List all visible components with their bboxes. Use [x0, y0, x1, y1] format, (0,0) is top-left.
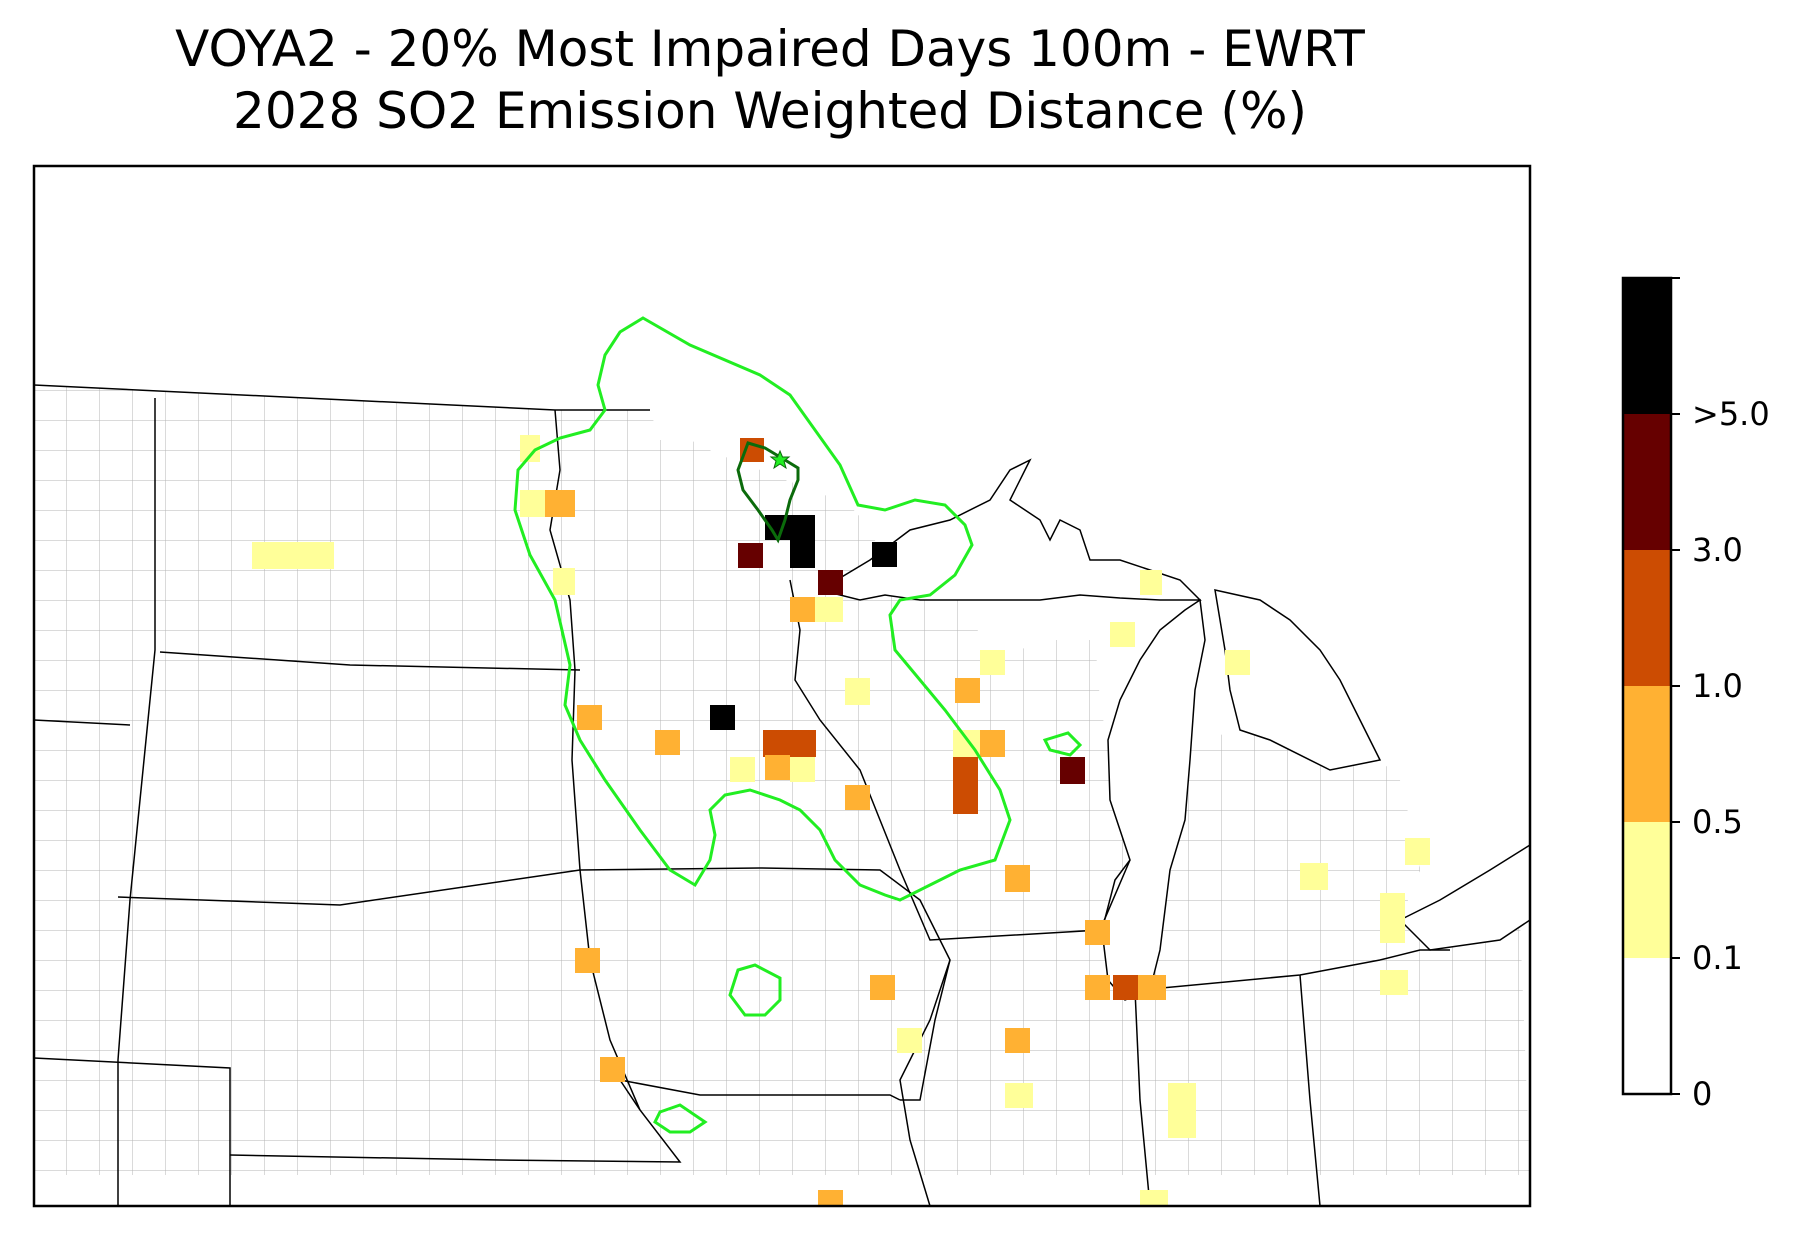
lake-michigan — [1101, 598, 1206, 1001]
contour-small-iowa — [728, 963, 782, 1017]
data-cell — [1380, 970, 1408, 995]
state-borders — [33, 384, 1450, 1207]
data-cell — [845, 678, 870, 705]
contour-small-wisconsin — [1042, 731, 1083, 757]
data-cell — [1085, 920, 1110, 945]
data-cell — [790, 757, 815, 782]
data-cell — [872, 542, 897, 567]
colorbar-segment — [1623, 686, 1671, 822]
data-cell — [815, 597, 843, 622]
data-cell — [845, 785, 870, 810]
colorbar-label: 3.0 — [1692, 531, 1743, 569]
data-cell — [818, 1190, 843, 1206]
colorbar-label: >5.0 — [1692, 395, 1770, 433]
data-cell — [1405, 838, 1430, 865]
data-cell — [818, 570, 843, 595]
colorbar-label: 1.0 — [1692, 667, 1743, 705]
data-cells — [252, 435, 1430, 1206]
data-cell — [870, 975, 895, 1000]
data-cell — [1110, 622, 1135, 647]
data-cell — [577, 705, 602, 730]
data-cell — [1085, 975, 1110, 1000]
colorbar: >5.0 3.0 1.0 0.5 0.1 0 — [1621, 276, 1770, 1113]
data-cell — [738, 543, 763, 568]
data-cell — [1005, 1028, 1030, 1053]
data-cell — [1168, 1083, 1196, 1138]
data-cell — [1113, 975, 1138, 1000]
data-cell — [252, 542, 334, 569]
data-cell — [790, 597, 815, 622]
data-cell — [600, 1057, 625, 1082]
colorbar-label: 0.1 — [1692, 939, 1743, 977]
colorbar-segment — [1623, 550, 1671, 686]
data-cell — [763, 730, 788, 757]
colorbar-segment — [1623, 958, 1671, 1094]
data-cell — [897, 1028, 922, 1053]
data-cell — [1140, 570, 1162, 595]
title-line-1: VOYA2 - 20% Most Impaired Days 100m - EW… — [175, 20, 1365, 78]
data-cell — [955, 678, 980, 703]
data-cell — [1005, 1083, 1033, 1108]
data-cell — [790, 515, 815, 540]
data-cell — [520, 490, 545, 517]
data-cell — [545, 490, 575, 517]
data-cell — [788, 730, 816, 757]
star-icon — [769, 449, 791, 470]
data-cell — [655, 730, 680, 755]
data-cell — [730, 757, 755, 782]
data-cell — [1380, 893, 1405, 943]
colorbar-segment — [1623, 278, 1671, 414]
contour-outer — [513, 316, 1012, 902]
lake-superior — [818, 458, 1202, 601]
contour-small-missouri — [653, 1103, 708, 1134]
data-cell — [1138, 975, 1166, 1000]
data-cell — [1005, 865, 1030, 892]
colorbar-label: 0 — [1692, 1075, 1712, 1113]
data-cell — [575, 948, 600, 973]
data-cell — [1225, 650, 1250, 675]
data-cell — [980, 650, 1005, 675]
data-cell — [553, 568, 575, 595]
title-line-2: 2028 SO2 Emission Weighted Distance (%) — [233, 82, 1307, 140]
colorbar-label: 0.5 — [1692, 803, 1743, 841]
data-cell — [710, 705, 735, 730]
colorbar-segment — [1623, 822, 1671, 958]
lake-huron — [1214, 589, 1382, 771]
data-cell — [765, 755, 790, 780]
colorbar-segment — [1623, 414, 1671, 550]
data-cell — [790, 540, 815, 568]
data-cell — [1060, 757, 1085, 784]
data-cell — [980, 730, 1005, 757]
data-cell — [520, 435, 540, 462]
map-title: VOYA2 - 20% Most Impaired Days 100m - EW… — [0, 18, 1540, 142]
data-cell — [953, 757, 978, 814]
data-cell — [1140, 1190, 1168, 1206]
data-cell — [1300, 863, 1328, 890]
map-frame — [32, 164, 1532, 1208]
